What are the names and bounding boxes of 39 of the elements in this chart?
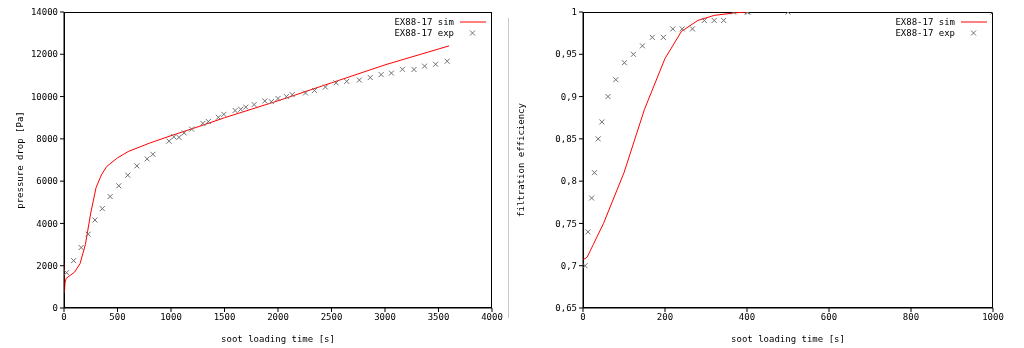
x-tick-label: 2000 xyxy=(267,312,289,323)
x-tick-label: 600 xyxy=(820,312,838,323)
y-tick-label: 0,9 xyxy=(560,91,577,102)
y-tick-label: 0,85 xyxy=(555,134,577,145)
y-axis-title: filtration efficiency xyxy=(516,102,527,217)
y-tick-label: 2000 xyxy=(36,260,58,271)
legend-label: EX88-17 sim xyxy=(394,16,454,27)
y-tick-label: 12000 xyxy=(30,49,58,60)
legend-label: EX88-17 exp xyxy=(394,27,454,38)
y-tick-label: 0,65 xyxy=(555,303,577,314)
x-tick-label: 4000 xyxy=(481,312,503,323)
x-axis-title: soot loading time [s] xyxy=(221,334,335,344)
x-tick-label: 2500 xyxy=(320,312,343,323)
y-tick-label: 1 xyxy=(571,7,577,18)
y-tick-label: 14000 xyxy=(30,7,58,18)
y-tick-label: 0,75 xyxy=(555,218,577,229)
y-tick-label: 0,7 xyxy=(560,260,577,271)
x-tick-label: 500 xyxy=(109,312,126,323)
x-axis-title: soot loading time [s] xyxy=(731,334,845,344)
y-tick-label: 8000 xyxy=(36,134,58,145)
y-axis-title: pressure drop [Pa] xyxy=(15,111,26,209)
x-tick-label: 200 xyxy=(656,312,674,323)
legend-label: EX88-17 sim xyxy=(895,16,955,27)
y-tick-label: 10000 xyxy=(30,91,58,102)
legend-label: EX88-17 exp xyxy=(895,27,955,38)
x-tick-label: 3000 xyxy=(374,312,396,323)
x-tick-label: 0 xyxy=(61,312,67,323)
x-tick-label: 3500 xyxy=(427,312,450,323)
x-tick-label: 800 xyxy=(902,312,920,323)
x-tick-label: 1000 xyxy=(982,312,1004,323)
y-tick-label: 4000 xyxy=(36,218,58,229)
y-tick-label: 6000 xyxy=(36,176,58,187)
y-tick-label: 0,8 xyxy=(560,176,577,187)
x-tick-label: 1500 xyxy=(213,312,236,323)
y-tick-label: 0,95 xyxy=(555,49,577,60)
y-tick-label: 0 xyxy=(52,303,58,314)
x-tick-label: 400 xyxy=(738,312,756,323)
x-tick-label: 1000 xyxy=(160,312,182,323)
x-tick-label: 0 xyxy=(580,312,586,323)
